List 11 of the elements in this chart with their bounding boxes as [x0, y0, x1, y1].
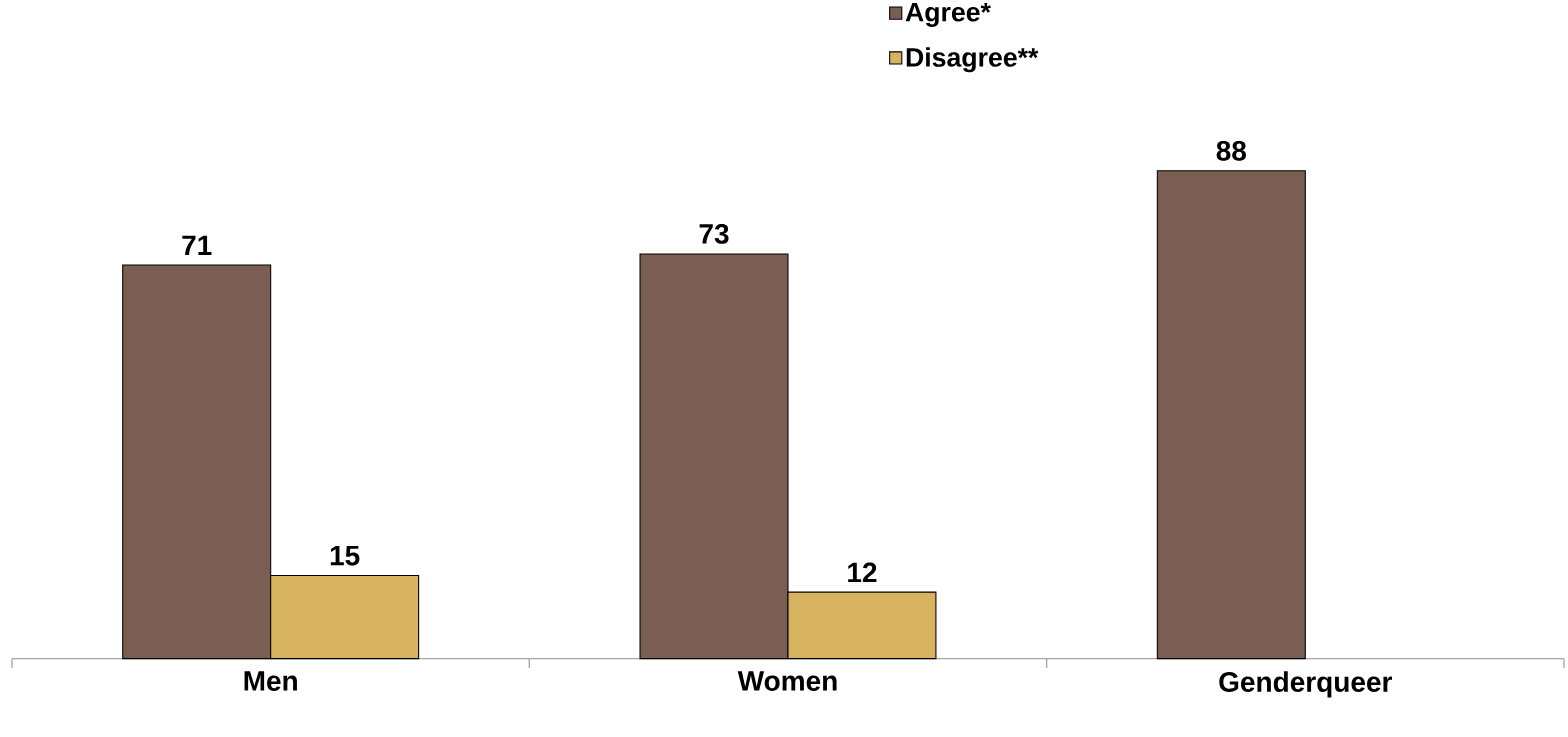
- data-label: 15: [330, 545, 360, 566]
- data-label: 71: [182, 235, 212, 255]
- x-tick-label: Men: [244, 671, 297, 691]
- legend-label: Agree*: [905, 2, 991, 27]
- x-tick-label: Women: [737, 671, 837, 691]
- legend-label: Disagree**: [906, 47, 1039, 73]
- data-label: 88: [1216, 140, 1247, 161]
- data-label: 73: [699, 223, 729, 244]
- data-label: 12: [848, 562, 877, 582]
- bar: [1156, 170, 1306, 660]
- x-tick-label: Genderqueer: [1219, 671, 1392, 698]
